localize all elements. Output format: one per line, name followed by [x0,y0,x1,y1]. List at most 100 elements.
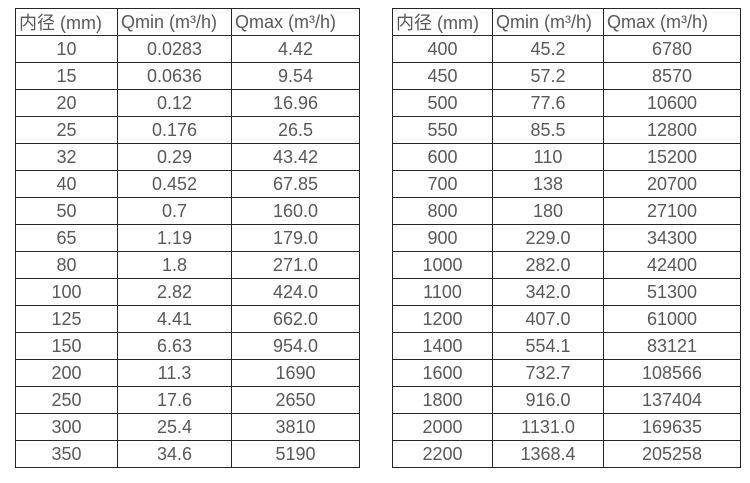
table-cell: 5190 [231,440,360,468]
table-row: 50 0.7 160.0 [15,197,360,225]
table-cell: 16.96 [231,89,360,117]
table-row: 550 85.5 12800 [392,116,741,144]
table-row: 450 57.2 8570 [392,62,741,90]
header-row: 内径 (mm) Qmin (m³/h) Qmax (m³/h) [392,8,741,36]
table-cell: 10600 [603,89,741,117]
table-row: 300 25.4 3810 [15,413,360,441]
table-cell: 1000 [392,251,493,279]
table-cell: 300 [15,413,118,441]
table-cell: 10 [15,35,118,63]
table-cell: 500 [392,89,493,117]
table-cell: 27100 [603,197,741,225]
column-header: Qmin (m³/h) [117,8,232,36]
table-cell: 40 [15,170,118,198]
table-cell: 662.0 [231,305,360,333]
table-cell: 32 [15,143,118,171]
table-row: 700 138 20700 [392,170,741,198]
table-row: 1600 732.7 108566 [392,359,741,387]
table-row: 1100 342.0 51300 [392,278,741,306]
table-row: 65 1.19 179.0 [15,224,360,252]
table-row: 32 0.29 43.42 [15,143,360,171]
table-cell: 15 [15,62,118,90]
table-cell: 4.41 [117,305,232,333]
table-row: 600 110 15200 [392,143,741,171]
table-cell: 12800 [603,116,741,144]
table-cell: 1131.0 [492,413,604,441]
table-cell: 1.19 [117,224,232,252]
table-cell: 700 [392,170,493,198]
table-cell: 282.0 [492,251,604,279]
table-cell: 8570 [603,62,741,90]
table-cell: 800 [392,197,493,225]
table-row: 400 45.2 6780 [392,35,741,63]
table-cell: 0.0283 [117,35,232,63]
table-cell: 916.0 [492,386,604,414]
table-row: 25 0.176 26.5 [15,116,360,144]
table-cell: 6.63 [117,332,232,360]
table-cell: 900 [392,224,493,252]
table-cell: 2000 [392,413,493,441]
table-row: 800 180 27100 [392,197,741,225]
table-row: 1800 916.0 137404 [392,386,741,414]
table-cell: 954.0 [231,332,360,360]
table-cell: 554.1 [492,332,604,360]
header-row: 内径 (mm) Qmin (m³/h) Qmax (m³/h) [15,8,360,36]
table-row: 2200 1368.4 205258 [392,440,741,468]
table-cell: 250 [15,386,118,414]
table-cell: 51300 [603,278,741,306]
table-cell: 15200 [603,143,741,171]
table-row: 350 34.6 5190 [15,440,360,468]
spec-tables-page: 内径 (mm) Qmin (m³/h) Qmax (m³/h) 10 0.0283 4.… [15,8,741,468]
table-cell: 34300 [603,224,741,252]
table-cell: 0.7 [117,197,232,225]
table-cell: 400 [392,35,493,63]
column-header: Qmin (m³/h) [492,8,604,36]
table-cell: 77.6 [492,89,604,117]
table-cell: 600 [392,143,493,171]
table-row: 40 0.452 67.85 [15,170,360,198]
table-cell: 2.82 [117,278,232,306]
table-cell: 20 [15,89,118,117]
table-body: 10 0.0283 4.42 15 0.0636 9.54 20 0.12 16.96 25 0.1… [15,35,360,468]
table-cell: 25 [15,116,118,144]
table-cell: 180 [492,197,604,225]
table-row: 125 4.41 662.0 [15,305,360,333]
table-cell: 342.0 [492,278,604,306]
table-cell: 20700 [603,170,741,198]
table-row: 1400 554.1 83121 [392,332,741,360]
flow-spec-table-large-diameters: 内径 (mm) Qmin (m³/h) Qmax (m³/h) 400 45.2 678… [392,8,741,468]
flow-spec-table-small-diameters: 内径 (mm) Qmin (m³/h) Qmax (m³/h) 10 0.0283 4.… [15,8,360,468]
table-row: 10 0.0283 4.42 [15,35,360,63]
table-row: 150 6.63 954.0 [15,332,360,360]
table-row: 100 2.82 424.0 [15,278,360,306]
table-cell: 160.0 [231,197,360,225]
table-cell: 125 [15,305,118,333]
table-cell: 1368.4 [492,440,604,468]
table-cell: 0.452 [117,170,232,198]
table-cell: 450 [392,62,493,90]
table-cell: 11.3 [117,359,232,387]
table-cell: 271.0 [231,251,360,279]
table-row: 200 11.3 1690 [15,359,360,387]
column-header: Qmax (m³/h) [231,8,360,36]
table-cell: 1800 [392,386,493,414]
table-cell: 61000 [603,305,741,333]
table-row: 1200 407.0 61000 [392,305,741,333]
column-header: 内径 (mm) [15,8,118,36]
table-row: 1000 282.0 42400 [392,251,741,279]
table-cell: 108566 [603,359,741,387]
table-cell: 2200 [392,440,493,468]
table-cell: 9.54 [231,62,360,90]
table-cell: 138 [492,170,604,198]
table-cell: 100 [15,278,118,306]
table-cell: 65 [15,224,118,252]
table-cell: 25.4 [117,413,232,441]
table-body: 400 45.2 6780 450 57.2 8570 500 77.6 10600 550 85.… [392,35,741,468]
table-cell: 57.2 [492,62,604,90]
table-cell: 34.6 [117,440,232,468]
table-cell: 83121 [603,332,741,360]
table-row: 900 229.0 34300 [392,224,741,252]
table-cell: 26.5 [231,116,360,144]
table-cell: 45.2 [492,35,604,63]
table-cell: 169635 [603,413,741,441]
